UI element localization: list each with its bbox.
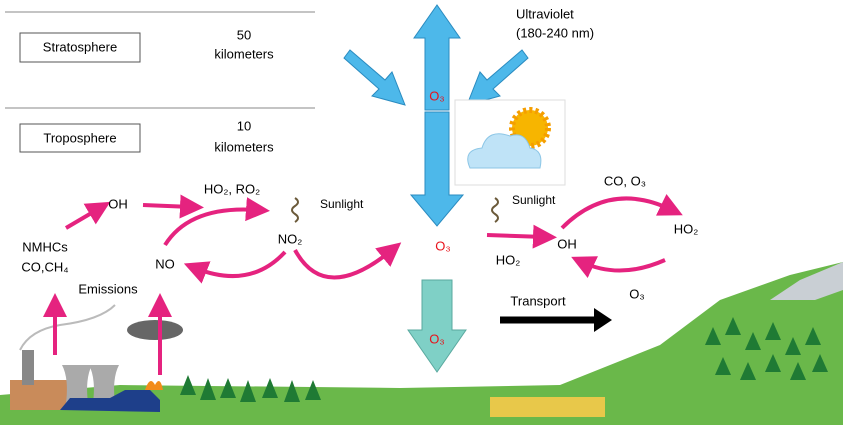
chimney bbox=[22, 350, 34, 385]
reaction-arrows bbox=[43, 193, 683, 375]
species-label: NMHCs bbox=[22, 239, 68, 254]
uv-arrow bbox=[466, 49, 529, 106]
cloud bbox=[467, 133, 542, 169]
layer-box bbox=[19, 123, 141, 153]
trees bbox=[180, 317, 828, 402]
car bbox=[60, 390, 160, 412]
species-label: HO₂, RO₂ bbox=[204, 181, 260, 196]
layer-height: 50 bbox=[237, 27, 251, 42]
uv-label: Ultraviolet bbox=[516, 6, 574, 21]
species-label: NO bbox=[155, 256, 175, 271]
sunlight-squiggle bbox=[291, 197, 299, 223]
ozone-label: O₃ bbox=[429, 331, 444, 346]
layer-label: Stratosphere bbox=[43, 39, 117, 54]
sunlight-label: Sunlight bbox=[512, 193, 556, 207]
arrow-down bbox=[409, 111, 465, 227]
sunlight-label: Sunlight bbox=[320, 197, 364, 211]
storm-cloud bbox=[127, 320, 183, 340]
species-label: HO₂ bbox=[496, 252, 521, 267]
species-label: NO₂ bbox=[278, 231, 303, 246]
mountain-snow bbox=[770, 262, 843, 300]
sunlight-squiggle bbox=[491, 197, 499, 223]
arrow-up bbox=[413, 4, 461, 111]
emissions-label: Emissions bbox=[78, 281, 138, 296]
species-label: CO, O₃ bbox=[604, 173, 646, 188]
smoke bbox=[19, 304, 116, 351]
species-label: OH bbox=[557, 236, 577, 251]
layer-label: Troposphere bbox=[43, 130, 116, 145]
uv-wavelength: (180-240 nm) bbox=[516, 25, 594, 40]
species-label: O₃ bbox=[629, 286, 644, 301]
uv-arrow bbox=[343, 49, 406, 106]
species-label: HO₂ bbox=[674, 221, 699, 236]
layer-height: 10 bbox=[237, 118, 251, 133]
species-label: CO,CH₄ bbox=[21, 259, 68, 274]
deposition-arrow bbox=[407, 279, 467, 373]
ozone-label: O₃ bbox=[429, 88, 444, 103]
fire bbox=[145, 381, 163, 390]
species-label: OH bbox=[108, 196, 128, 211]
weather-box bbox=[454, 99, 566, 186]
field bbox=[490, 397, 605, 417]
transport-arrow-head bbox=[594, 308, 612, 332]
layer-height-unit: kilometers bbox=[214, 46, 274, 61]
layer-box bbox=[19, 32, 141, 63]
transport-label: Transport bbox=[510, 293, 566, 308]
layer-height-unit: kilometers bbox=[214, 139, 274, 154]
factory bbox=[10, 380, 70, 410]
ground bbox=[0, 262, 843, 425]
ozone-label: O₃ bbox=[435, 238, 450, 253]
